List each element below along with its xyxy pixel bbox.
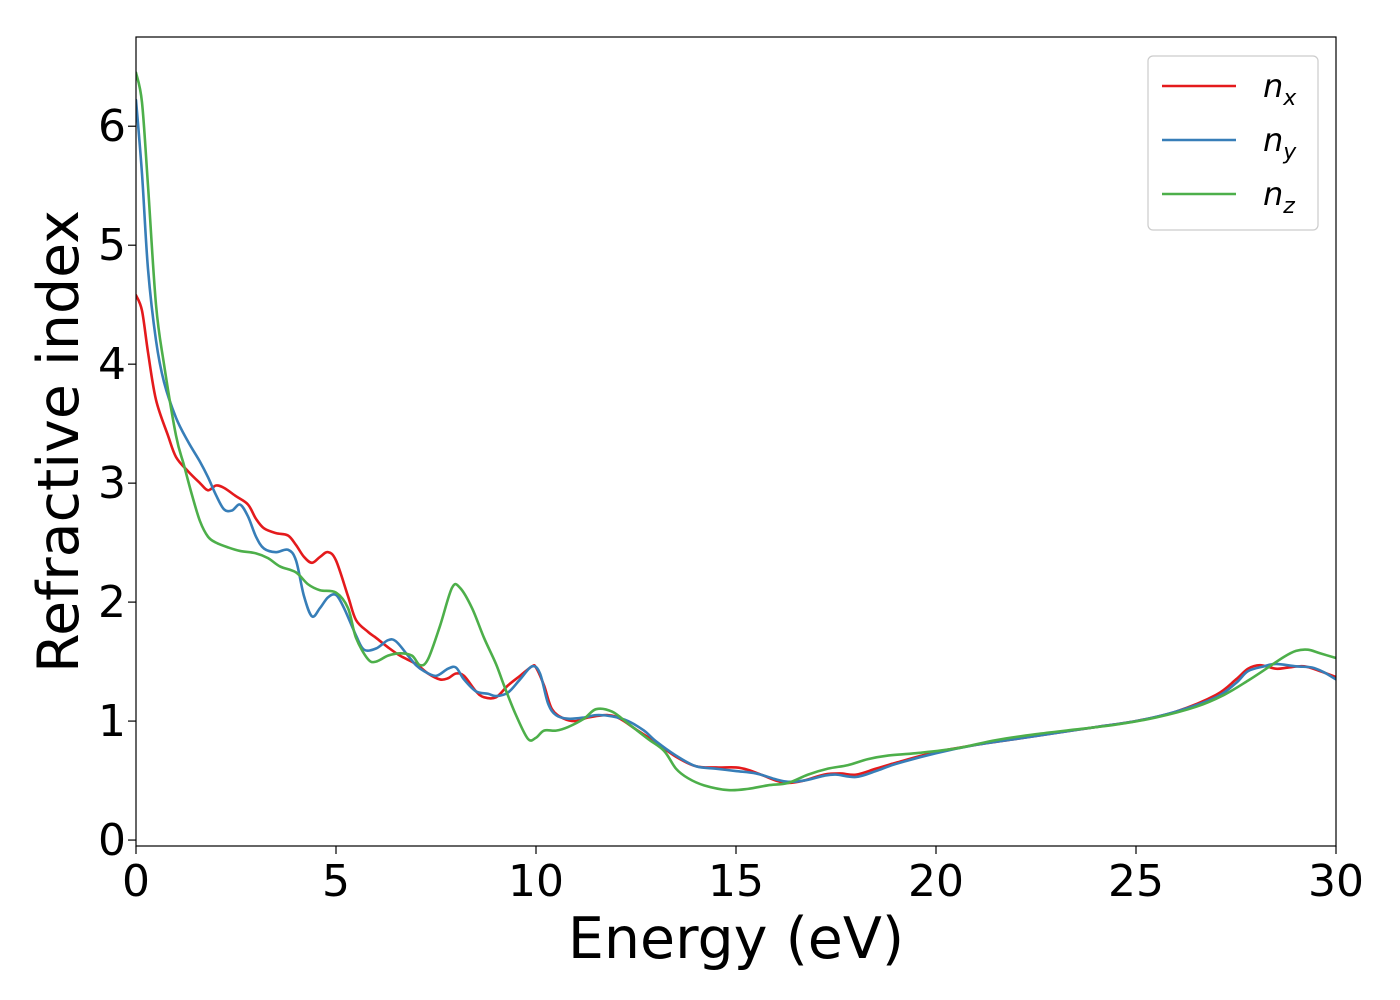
legend-label: nx [1263,67,1297,111]
series-line-z [136,71,1336,792]
x-tick-label: 0 [122,856,150,907]
y-tick-label: 4 [98,339,126,390]
legend-box [1147,55,1319,231]
y-tick-label: 6 [98,101,126,152]
y-tick-label: 0 [98,815,126,866]
series-layer [136,71,1336,792]
series-line-y [136,98,1336,784]
legend-label: ny [1263,121,1297,165]
y-axis-title: Refractive index [26,210,92,673]
legend-item-z: nz [1162,175,1295,219]
y-tick-label: 2 [98,577,126,628]
legend: nx ny nz [1147,55,1319,231]
y-tick-label: 1 [98,696,126,747]
x-tick-label: 30 [1308,856,1364,907]
x-tick-label: 20 [908,856,964,907]
series-group [136,71,1336,792]
x-tick-label: 10 [508,856,564,907]
x-axis: 0 5 10 15 20 25 30 [122,846,1364,907]
x-tick-label: 5 [322,856,350,907]
y-axis: 0 1 2 3 4 5 6 [98,101,136,866]
legend-label: nz [1263,175,1295,219]
x-tick-label: 25 [1108,856,1164,907]
y-tick-label: 3 [98,458,126,509]
y-tick-label: 5 [98,220,126,271]
legend-item-x: nx [1162,67,1297,111]
legend-item-y: ny [1162,121,1297,165]
x-tick-label: 15 [708,856,764,907]
x-axis-title: Energy (eV) [568,906,904,972]
